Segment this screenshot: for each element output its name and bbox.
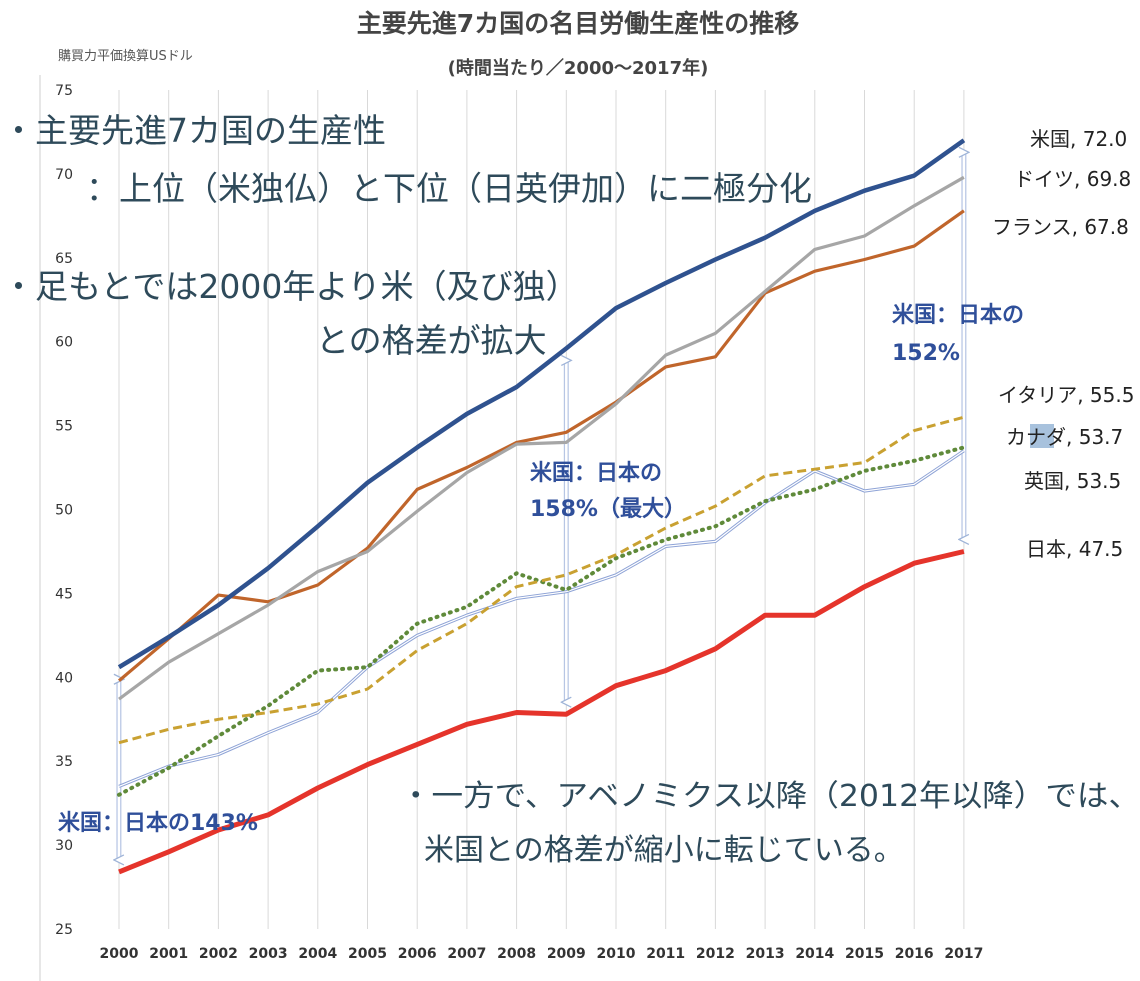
x-tick-2008: 2008 bbox=[497, 946, 536, 962]
end-label-ドイツ: ドイツ, 69.8 bbox=[1014, 167, 1131, 191]
ratio-annotation-2009-line1: 米国：日本の bbox=[530, 461, 662, 486]
y-tick-65: 65 bbox=[55, 251, 73, 267]
annotation-line-5: ・一方で、アベノミクス以降（2012年以降）では、 bbox=[400, 779, 1140, 814]
series-フランス bbox=[117, 209, 965, 682]
chart-subtitle: (時間当たり／2000〜2017年) bbox=[448, 57, 709, 79]
y-tick-45: 45 bbox=[55, 586, 73, 602]
series-英国 bbox=[118, 449, 965, 788]
x-tick-2002: 2002 bbox=[199, 946, 238, 962]
end-label-米国: 米国, 72.0 bbox=[1030, 127, 1127, 151]
line-米国 bbox=[117, 138, 966, 670]
end-label-英国: 英国, 53.5 bbox=[1024, 469, 1121, 493]
x-tick-2000: 2000 bbox=[100, 946, 139, 962]
y-tick-40: 40 bbox=[55, 670, 73, 686]
x-tick-2009: 2009 bbox=[547, 946, 586, 962]
series-カナダ bbox=[117, 445, 966, 797]
label-highlight-カナダ bbox=[1030, 424, 1054, 448]
y-tick-50: 50 bbox=[55, 503, 73, 519]
series-end-labels: 米国, 72.0 ドイツ, 69.8 フランス, 67.8 イタリア, 55.5 カナダ… bbox=[992, 127, 1134, 561]
annotation-line-1: ・主要先進7カ国の生産性 bbox=[2, 111, 386, 150]
x-tick-2013: 2013 bbox=[746, 946, 785, 962]
series-米国 bbox=[117, 138, 966, 670]
end-label-カナダ: カナダ, 53.7 bbox=[1006, 425, 1123, 449]
x-tick-2007: 2007 bbox=[447, 946, 486, 962]
line-イタリア bbox=[118, 415, 965, 745]
x-tick-2016: 2016 bbox=[895, 946, 934, 962]
x-tick-2004: 2004 bbox=[298, 946, 337, 962]
y-tick-labels: 25 30 35 40 45 50 55 60 65 70 75 bbox=[55, 83, 73, 938]
x-tick-2005: 2005 bbox=[348, 946, 387, 962]
line-日本 bbox=[118, 549, 965, 875]
y-axis-label: 購買力平価換算USドル bbox=[58, 49, 193, 64]
ratio-annotation-2017-line1: 米国：日本の bbox=[892, 303, 1024, 328]
y-tick-55: 55 bbox=[55, 419, 73, 435]
x-tick-2003: 2003 bbox=[249, 946, 288, 962]
x-tick-2017: 2017 bbox=[944, 946, 983, 962]
line-カナダ bbox=[117, 445, 966, 797]
annotation-line-3: ・足もとでは2000年より米（及び独） bbox=[2, 267, 579, 306]
end-label-日本: 日本, 47.5 bbox=[1026, 537, 1123, 561]
end-label-フランス: フランス, 67.8 bbox=[992, 215, 1129, 239]
ratio-annotation-2000: 米国：日本の143% bbox=[58, 811, 258, 836]
annotation-line-4: との格差が拡大 bbox=[316, 321, 547, 360]
line-ドイツ bbox=[118, 175, 965, 701]
series-lines bbox=[117, 138, 966, 875]
annotation-line-6: 米国との格差が縮小に転じている。 bbox=[424, 833, 904, 868]
x-tick-2011: 2011 bbox=[646, 946, 685, 962]
chart-title: 主要先進7カ国の名目労働生産性の推移 bbox=[357, 9, 799, 38]
x-tick-2012: 2012 bbox=[696, 946, 735, 962]
annotation-line-2: ：上位（米独仏）と下位（日英伊加）に二極分化 bbox=[86, 169, 812, 208]
y-tick-75: 75 bbox=[55, 83, 73, 99]
end-label-イタリア: イタリア, 55.5 bbox=[998, 383, 1134, 407]
y-tick-30: 30 bbox=[55, 838, 73, 854]
line-フランス bbox=[117, 209, 965, 682]
series-ドイツ bbox=[118, 175, 965, 701]
series-イタリア bbox=[118, 415, 965, 745]
y-tick-25: 25 bbox=[55, 922, 73, 938]
series-日本 bbox=[118, 549, 965, 875]
gap-arrows bbox=[119, 152, 964, 860]
line-英国-inner bbox=[118, 450, 965, 787]
x-tick-2014: 2014 bbox=[795, 946, 834, 962]
ratio-annotation-2009-line2: 158%（最大） bbox=[530, 497, 686, 522]
x-tick-2001: 2001 bbox=[149, 946, 188, 962]
x-tick-2015: 2015 bbox=[845, 946, 884, 962]
y-tick-35: 35 bbox=[55, 754, 73, 770]
x-tick-2006: 2006 bbox=[398, 946, 437, 962]
x-tick-2010: 2010 bbox=[597, 946, 636, 962]
y-tick-60: 60 bbox=[55, 335, 73, 351]
ratio-annotation-2017-line2: 152% bbox=[892, 341, 960, 366]
y-tick-70: 70 bbox=[55, 167, 73, 183]
x-tick-labels: 2000 2001 2002 2003 2004 2005 2006 2007 2008 2009… bbox=[100, 946, 984, 962]
